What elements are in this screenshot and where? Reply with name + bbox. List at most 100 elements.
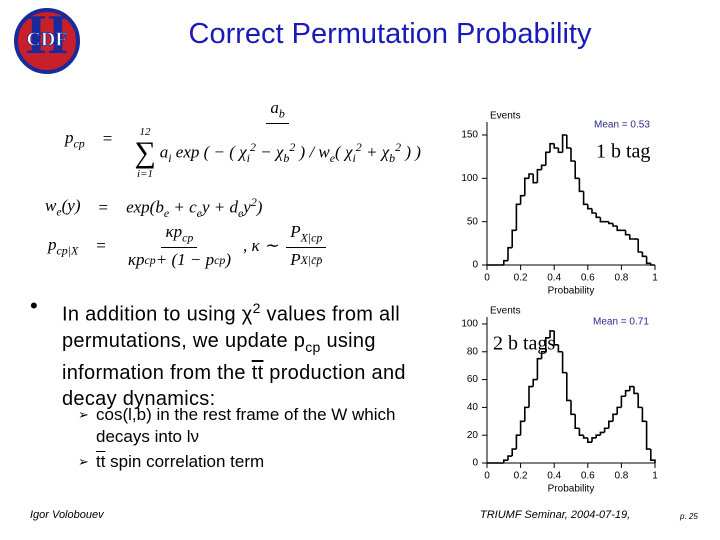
histogram-bin — [637, 239, 643, 253]
text-run: cp — [182, 230, 194, 245]
text-run: e — [237, 206, 244, 221]
histogram-bin — [629, 385, 634, 391]
histogram-bin — [557, 148, 563, 154]
histogram-bin — [570, 148, 576, 162]
histogram-bin — [540, 164, 546, 170]
text-run: X|c̄p̄ — [300, 252, 323, 267]
text-run: exp ( − ( χ — [171, 143, 247, 163]
histogram-bin — [599, 431, 605, 436]
equation-lhs: pcp — [65, 128, 85, 151]
logo-text: CDF — [26, 29, 67, 51]
text-run: w — [45, 196, 57, 216]
y-tick-label: 40 — [467, 402, 479, 413]
histogram-bin — [624, 389, 630, 397]
sum-lower: i=1 — [137, 168, 154, 181]
annotation: Mean = 0.53 — [594, 120, 650, 131]
text-run: exp(b — [126, 197, 164, 217]
text-run: i — [246, 151, 250, 166]
bullet-marker: • — [30, 293, 38, 318]
text-run: cp — [214, 252, 226, 267]
x-tick-label: 1 — [652, 471, 658, 482]
histogram-bin — [545, 337, 550, 352]
histogram-bin — [582, 435, 588, 439]
histogram-bin — [587, 437, 592, 443]
histogram-bin — [624, 230, 630, 236]
text-run: ) / w — [295, 143, 330, 163]
denominator: 12 ∑ i=1 ai exp ( − ( χi2 − χb2 ) / we( … — [130, 124, 425, 180]
sub-bullet-text: tt spin correlation term — [96, 451, 396, 473]
x-tick-label: 0.2 — [514, 273, 528, 284]
chart-label: 1 b tag — [596, 141, 650, 163]
histogram-bin — [561, 351, 567, 374]
text-run: − χ — [255, 143, 284, 163]
text-run: + c — [169, 197, 197, 217]
text-run: p — [65, 127, 74, 147]
y-axis-label: Events — [490, 306, 521, 317]
denominator-text: ai exp ( − ( χi2 − χb2 ) / we( χi2 + χb2… — [160, 140, 421, 166]
text-run: + χ — [361, 143, 390, 163]
text-run: + (1 − p — [155, 250, 215, 270]
histogram-bin — [507, 455, 513, 461]
numerator: κpcp — [161, 222, 198, 249]
y-tick-label: 20 — [467, 430, 479, 441]
histogram-bin — [549, 142, 555, 153]
text-run: tt — [251, 361, 264, 384]
histogram-bin — [591, 208, 597, 214]
text-run: y — [243, 197, 251, 217]
text-run: i — [352, 151, 356, 166]
text-run: 2 — [250, 195, 257, 209]
logo: II CDF — [14, 4, 80, 74]
text-run: tt — [96, 452, 106, 471]
text-run: P — [290, 250, 301, 270]
histogram-bin — [507, 246, 513, 261]
histogram-bin — [608, 420, 613, 429]
equation-lhs: pcp|X — [48, 235, 78, 258]
histogram-bin — [566, 135, 571, 149]
text-run: cp|X — [56, 242, 79, 257]
text-run: cp — [305, 338, 321, 355]
text-run: e — [329, 151, 336, 166]
text-run: 2 — [249, 140, 256, 155]
text-run: i — [168, 151, 172, 166]
text-run: 2 — [395, 140, 402, 155]
x-tick-label: 0.6 — [581, 471, 595, 482]
text-run: e — [56, 204, 62, 219]
text-run: p — [48, 234, 57, 254]
text-run: e — [163, 206, 170, 221]
histogram-bin — [536, 168, 542, 183]
x-axis-label: Probability — [548, 286, 595, 297]
text-run: values from all permutations, we update … — [62, 303, 400, 352]
text-run: y + d — [201, 197, 238, 217]
sub-bullet-marker: ➢ — [78, 408, 89, 423]
histogram-bin — [574, 161, 580, 180]
histogram-bin — [553, 143, 559, 149]
text-run: spin correlation term — [105, 452, 265, 471]
histogram-bin — [645, 256, 651, 265]
text-run: (y) — [61, 196, 81, 216]
histogram-bin — [519, 420, 525, 436]
histogram-bin — [570, 400, 576, 416]
histogram-bin — [587, 204, 592, 210]
y-tick-label: 60 — [467, 374, 479, 385]
histogram-bin — [629, 234, 634, 240]
histogram-bin — [545, 151, 550, 166]
footer-author: Igor Volobouev — [30, 509, 104, 521]
x-tick-label: 0.2 — [514, 471, 528, 482]
histogram-bin — [532, 174, 538, 184]
text-run: b — [278, 106, 285, 121]
histogram-bin — [578, 428, 584, 436]
x-tick-label: 1 — [652, 273, 658, 284]
histogram-bin — [566, 372, 571, 402]
x-tick-label: 0.4 — [547, 273, 561, 284]
y-tick-label: 100 — [461, 319, 478, 330]
sub-bullet-text: cos(l,b) in the rest frame of the W whic… — [96, 404, 396, 448]
text-run: a — [159, 143, 169, 163]
text-run: 2 — [289, 140, 296, 155]
numerator: ab — [266, 98, 289, 125]
sub-bullet-marker: ➢ — [78, 455, 89, 470]
x-axis-label: Probability — [548, 484, 595, 495]
y-tick-label: 100 — [461, 173, 478, 184]
